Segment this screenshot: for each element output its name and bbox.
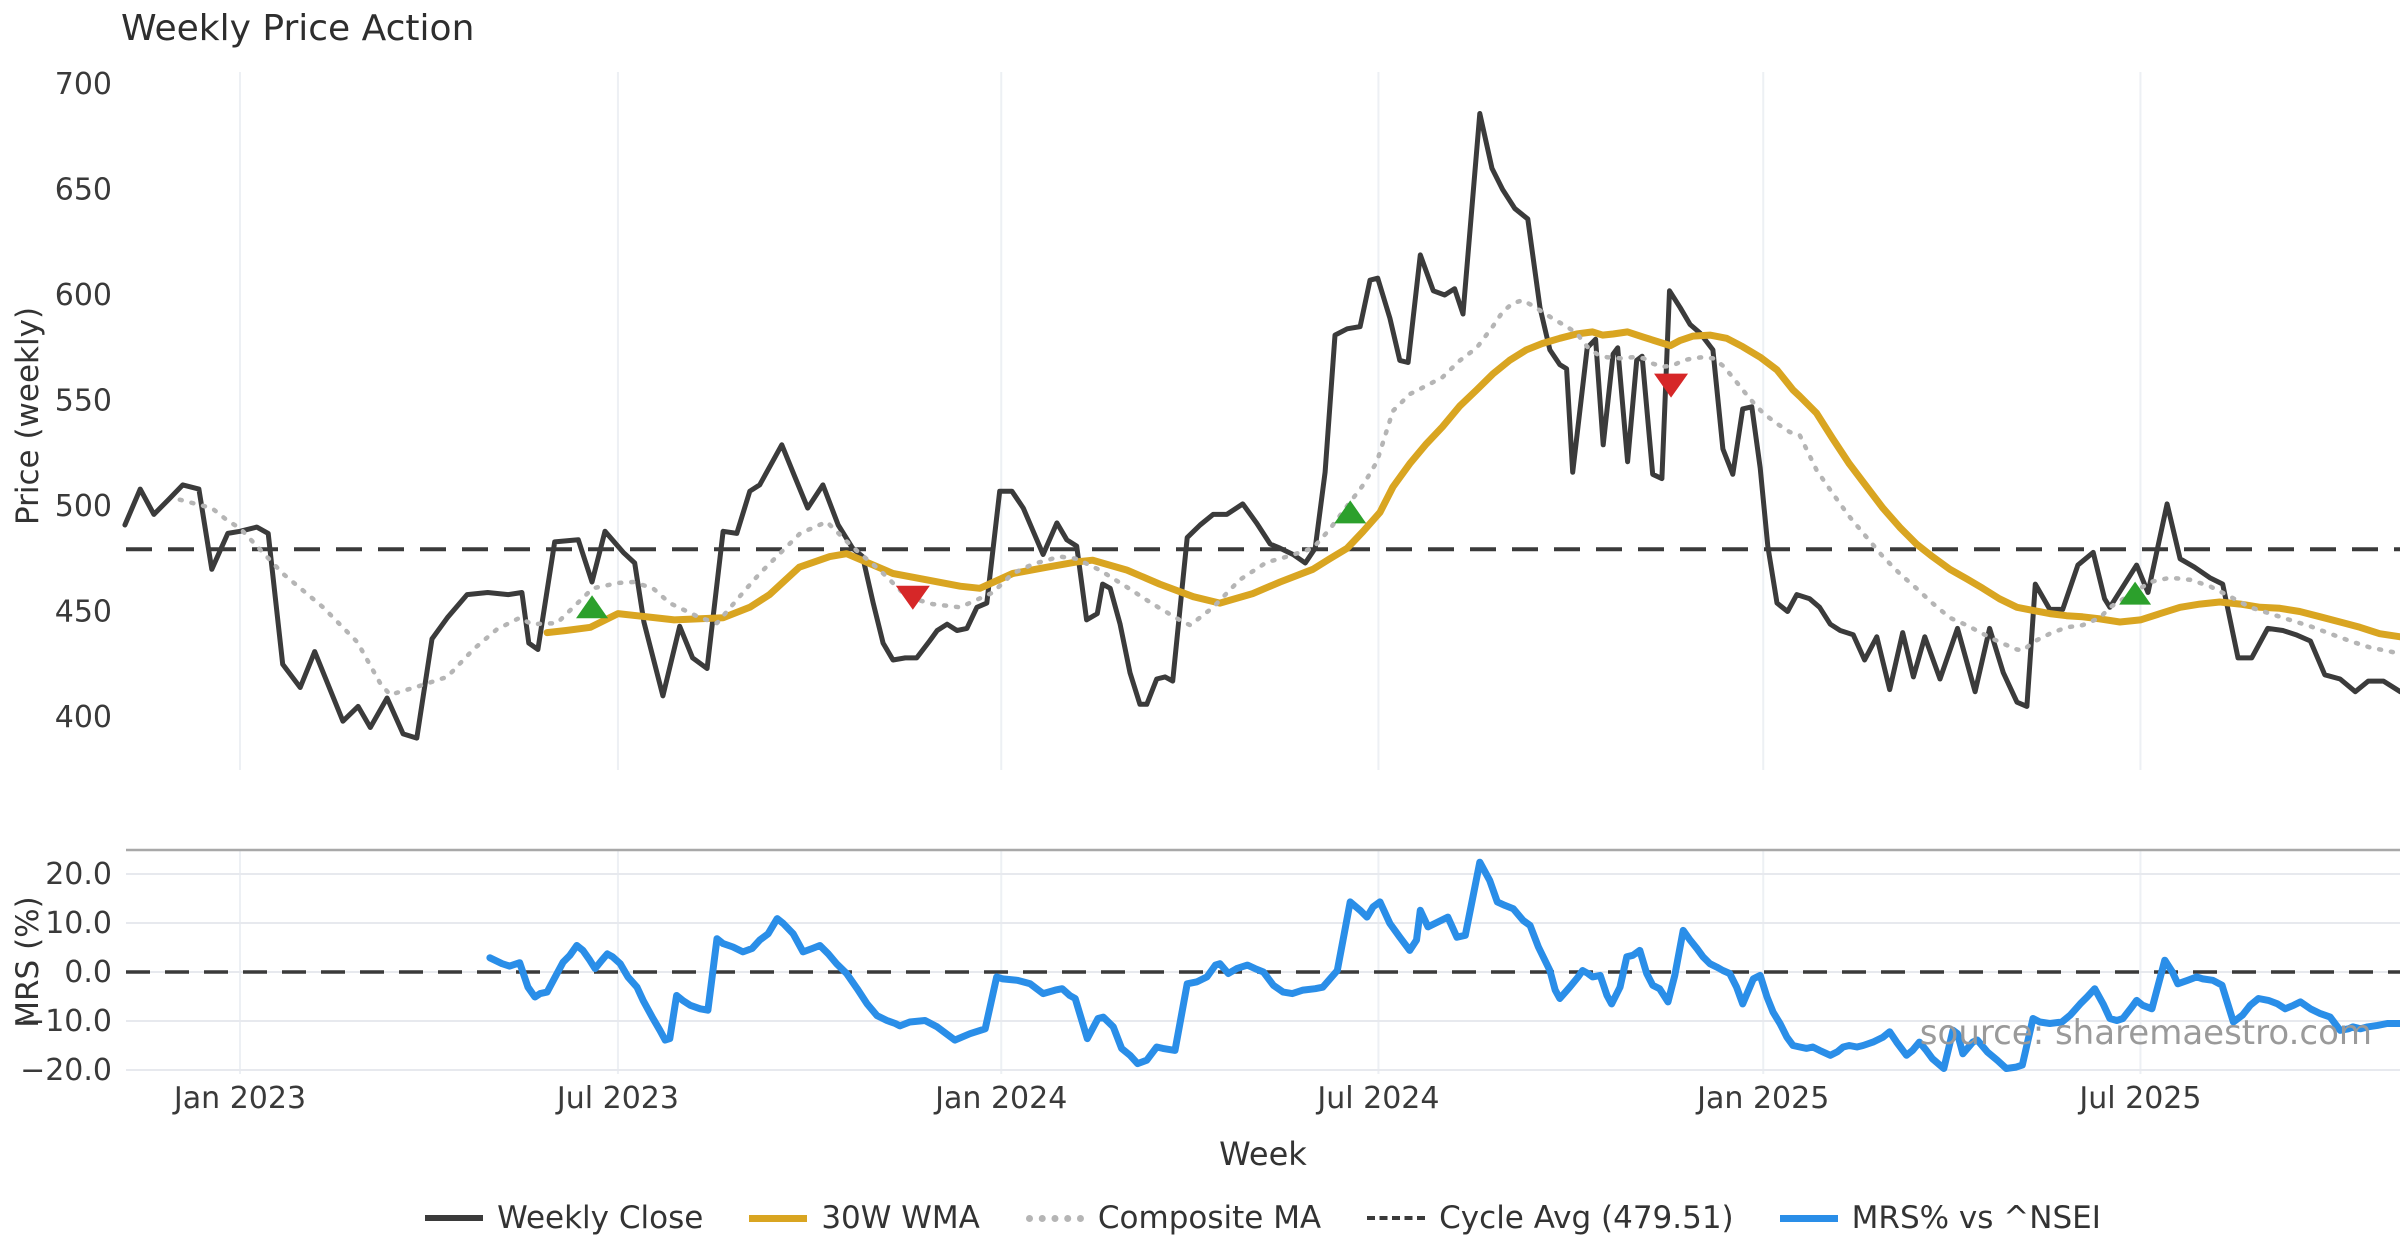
wma-line-icon [749,1214,808,1222]
mrs-ytick: −20.0 [20,1053,112,1088]
weekly-close-line-icon [425,1215,484,1221]
gridlines [126,72,2400,1074]
mrs-ytick: 20.0 [45,857,112,892]
x-tick: Jul 2024 [1315,1081,1439,1116]
mrs-ytick: 0.0 [64,955,112,990]
legend-item-mrs: MRS% vs ^NSEI [1779,1200,2101,1236]
buy-signal-triangle [576,595,609,619]
cycle-avg-dashed-line-icon [1367,1216,1426,1220]
signal-markers [576,373,2152,619]
price-ytick: 500 [55,489,112,524]
x-axis-label: Week [1219,1135,1307,1173]
legend-item-30w-wma: 30W WMA [749,1200,980,1236]
legend-item-cycle-avg: Cycle Avg (479.51) [1367,1200,1734,1236]
chart-title: Weekly Price Action [121,8,474,49]
price-axis-label: Price (weekly) [10,307,46,525]
x-tick: Jul 2023 [555,1081,679,1116]
buy-signal-triangle [1334,500,1367,524]
legend: Weekly Close 30W WMA Composite MA Cycle … [126,1200,2400,1236]
mrs-line-icon [1779,1214,1838,1222]
price-ytick: 650 [55,173,112,208]
sell-signal-triangle [1654,373,1689,398]
legend-label: Composite MA [1097,1200,1322,1236]
x-tick: Jan 2025 [1695,1081,1829,1116]
mrs-ytick: 10.0 [45,906,112,941]
legend-label: MRS% vs ^NSEI [1851,1200,2101,1236]
series-30w-wma [543,328,2400,641]
composite-ma-dotted-line-icon [1025,1214,1084,1222]
tick-labels: 400 450 500 550 600 650 700 −20.0 −10.0 0.0 10.0 20… [20,67,2201,1116]
x-tick: Jul 2025 [2077,1081,2201,1116]
legend-item-composite-ma: Composite MA [1025,1200,1322,1236]
legend-label: Cycle Avg (479.51) [1439,1200,1734,1236]
legend-label: Weekly Close [497,1200,704,1236]
source-watermark: source: sharemaestro.com [1920,1013,2372,1053]
x-tick: Jan 2024 [933,1081,1067,1116]
price-ytick: 600 [55,278,112,313]
price-ytick: 400 [55,700,112,735]
price-ytick: 450 [55,595,112,630]
sell-signal-triangle [895,585,930,610]
legend-item-weekly-close: Weekly Close [425,1200,703,1236]
price-ytick: 700 [55,67,112,102]
price-ytick: 550 [55,384,112,419]
series-lines [122,111,2400,1072]
buy-signal-triangle [2119,581,2152,605]
mrs-axis-label: MRS (%) [10,896,46,1027]
series-composite-ma [177,298,2400,698]
mrs-ytick: −10.0 [20,1004,112,1039]
series-mrs-vs-nsei [486,858,2400,1072]
x-tick: Jan 2023 [172,1081,306,1116]
series-weekly-close [122,111,2400,741]
legend-label: 30W WMA [821,1200,980,1236]
